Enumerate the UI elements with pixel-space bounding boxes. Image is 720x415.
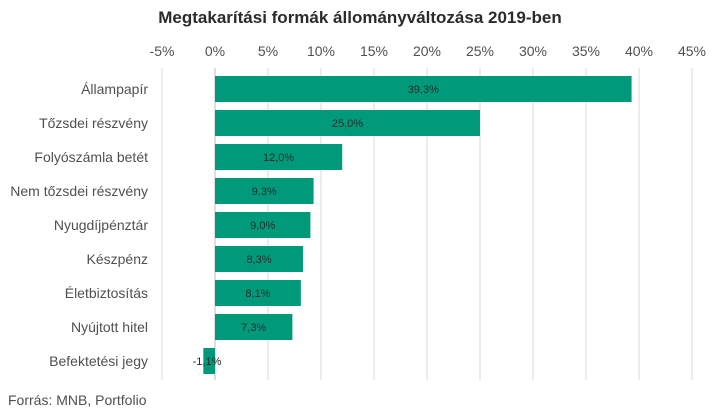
data-label: 39,3% bbox=[408, 84, 439, 96]
source-note: Forrás: MNB, Portfolio bbox=[8, 392, 147, 408]
bar bbox=[215, 314, 293, 340]
x-tick-label: 45% bbox=[678, 43, 706, 59]
x-tick-label: 30% bbox=[519, 43, 547, 59]
x-tick-label: 15% bbox=[360, 43, 388, 59]
category-labels: Állampapír Tőzsdei részvény Folyószámla be… bbox=[10, 81, 148, 369]
x-axis-ticks: -5% 0% 5% 10% 15% 20% 25% 30% 35% 40% 45% bbox=[150, 43, 706, 59]
x-tick-label: 20% bbox=[413, 43, 441, 59]
bar bbox=[215, 212, 311, 238]
x-tick-label: 35% bbox=[572, 43, 600, 59]
x-tick-label: 10% bbox=[307, 43, 335, 59]
bars bbox=[203, 76, 632, 374]
data-labels: 39,3% 25,0% 12,0% 9,3% 9,0% 8,3% 8,1% 7,3% -1,1% bbox=[193, 84, 439, 368]
bar bbox=[203, 348, 215, 374]
data-label: 12,0% bbox=[263, 152, 294, 164]
x-tick-label: 0% bbox=[205, 43, 225, 59]
data-label: 9,3% bbox=[252, 186, 277, 198]
data-label: -1,1% bbox=[193, 356, 222, 368]
data-label: 8,1% bbox=[245, 288, 270, 300]
data-label: 25,0% bbox=[332, 118, 363, 130]
data-label: 9,0% bbox=[250, 220, 275, 232]
category-label: Tőzsdei részvény bbox=[39, 115, 148, 131]
bar bbox=[215, 110, 480, 136]
bar bbox=[215, 280, 301, 306]
category-label: Nyugdíjpénztár bbox=[54, 217, 149, 233]
category-label: Nyújtott hitel bbox=[71, 319, 148, 335]
bar bbox=[215, 144, 343, 170]
bar bbox=[215, 178, 314, 204]
data-label: 7,3% bbox=[241, 322, 266, 334]
bar bbox=[215, 246, 303, 272]
x-tick-label: 40% bbox=[625, 43, 653, 59]
category-label: Befektetési jegy bbox=[49, 353, 148, 369]
data-label: 8,3% bbox=[246, 254, 271, 266]
category-label: Nem tőzsdei részvény bbox=[10, 183, 148, 199]
category-label: Életbiztosítás bbox=[65, 285, 148, 301]
category-label: Állampapír bbox=[81, 81, 148, 97]
chart-title: Megtakarítási formák állományváltozása 2… bbox=[158, 8, 562, 27]
x-tick-label: 25% bbox=[466, 43, 494, 59]
category-label: Folyószámla betét bbox=[34, 149, 148, 165]
x-tick-label: -5% bbox=[150, 43, 175, 59]
x-tick-label: 5% bbox=[258, 43, 278, 59]
bar bbox=[215, 76, 632, 102]
category-label: Készpénz bbox=[87, 251, 148, 267]
